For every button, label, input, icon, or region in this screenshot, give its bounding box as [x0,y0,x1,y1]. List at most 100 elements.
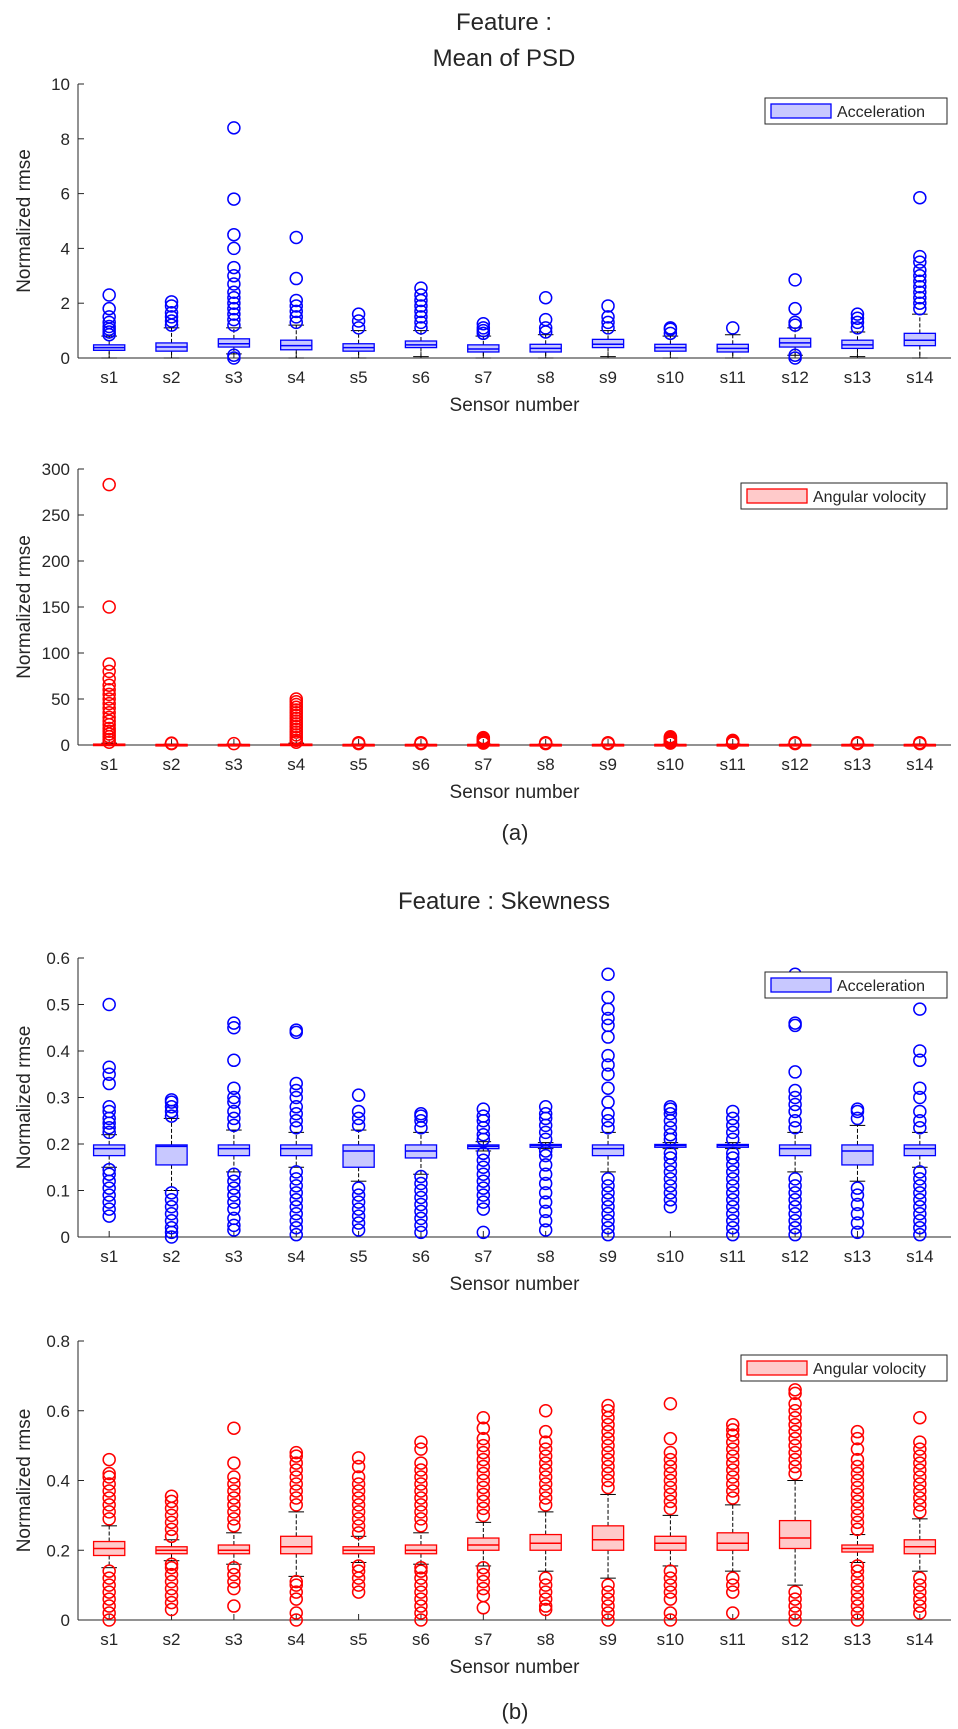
box-s12: s12 [778,967,812,1266]
outlier-point [476,323,491,338]
outlier-point [102,1452,116,1467]
outlier-point [289,293,303,308]
outlier-point [164,1186,179,1200]
y-tick-label: 0 [61,1611,70,1630]
x-tick-label: s7 [474,1247,492,1266]
box-iqr [92,1144,126,1157]
outlier-point [663,1494,678,1509]
outlier-point [913,1165,927,1179]
outlier-point [601,1578,615,1592]
outlier-point [227,318,241,332]
outlier-point [476,1225,491,1240]
outlier-point [414,1613,428,1627]
outlier-point [663,326,678,341]
outlier-point [726,733,740,748]
y-tick-label: 0 [61,1228,70,1247]
outlier-point [601,1445,615,1460]
outlier-point [726,1207,740,1221]
outlier-point [289,1227,303,1242]
outlier-point [414,1470,428,1484]
box-s9: s9 [591,735,625,774]
x-tick-label: s2 [163,755,181,774]
outlier-point [913,1491,927,1505]
outlier-point [102,1585,116,1599]
outlier-point [663,1585,678,1599]
outlier-point [289,1090,303,1105]
outlier-point [538,1186,553,1200]
outlier-point [476,1102,491,1116]
outlier-point [102,1100,116,1114]
outlier-point [601,1398,615,1413]
outlier-point [601,1613,615,1627]
outlier-point [726,1463,740,1477]
outlier-point [289,1107,303,1121]
outlier-point [289,1578,303,1592]
outlier-point [227,241,241,256]
outlier-point [351,1559,366,1573]
outlier-point [164,736,179,750]
outlier-point [289,1585,303,1599]
outlier-point [538,1578,553,1592]
box-s7: s7 [467,1102,500,1266]
outlier-point [538,312,553,327]
outlier-point [227,1167,241,1181]
outlier-point [663,1151,678,1165]
box-s6: s6 [404,1435,438,1649]
outlier-point [913,1053,927,1068]
outlier-point [227,296,241,310]
outlier-point [788,1220,802,1235]
outlier-point [601,1048,615,1063]
outlier-point [102,701,116,715]
outlier-point [102,1195,116,1209]
box-s14: s14 [903,735,937,774]
outlier-point [538,1424,553,1439]
outlier-point [850,1494,865,1509]
y-tick-label: 0.6 [46,1402,70,1421]
outlier-point [601,310,615,324]
outlier-point [601,1179,615,1193]
outlier-point [164,1501,179,1516]
outlier-point [788,1431,802,1446]
outlier-point [476,1574,491,1589]
outlier-point [414,1578,428,1592]
outlier-point [164,1193,179,1207]
x-axis-label: Sensor number [450,782,581,803]
outlier-point [289,1574,303,1589]
outlier-point [913,269,927,283]
outlier-point [538,1592,553,1606]
outlier-point [351,1459,366,1474]
x-tick-label: s3 [225,1630,243,1649]
legend: Acceleration [764,97,948,125]
outlier-point [663,1397,678,1411]
outlier-point [102,1606,116,1620]
outlier-point [164,1489,179,1503]
outlier-point [850,1501,865,1516]
outlier-point [788,1410,802,1425]
outlier-point [788,1452,802,1467]
outlier-point [726,1484,740,1498]
outlier-point [414,1560,428,1575]
outlier-point [601,990,615,1005]
outlier-point [351,1451,366,1465]
x-tick-label: s7 [474,368,492,387]
legend-label: Angular volocity [813,1361,926,1378]
outlier-point [164,1581,179,1596]
legend: Angular volocity [740,1354,948,1382]
outlier-point [351,321,366,335]
outlier-point [351,1484,366,1498]
outlier-point [538,1491,553,1505]
outlier-point [289,692,303,706]
y-tick-label: 0.4 [46,1472,70,1491]
outlier-point [227,227,241,242]
outlier-point [289,1193,303,1207]
outlier-point [601,1404,615,1418]
outlier-point [913,1505,927,1519]
outlier-point [788,1213,802,1228]
outlier-point [601,1200,615,1214]
outlier-point [850,1487,865,1502]
outlier-point [351,1470,366,1484]
outlier-point [601,1002,615,1016]
outlier-point [913,1207,927,1221]
outlier-point [663,1466,678,1481]
